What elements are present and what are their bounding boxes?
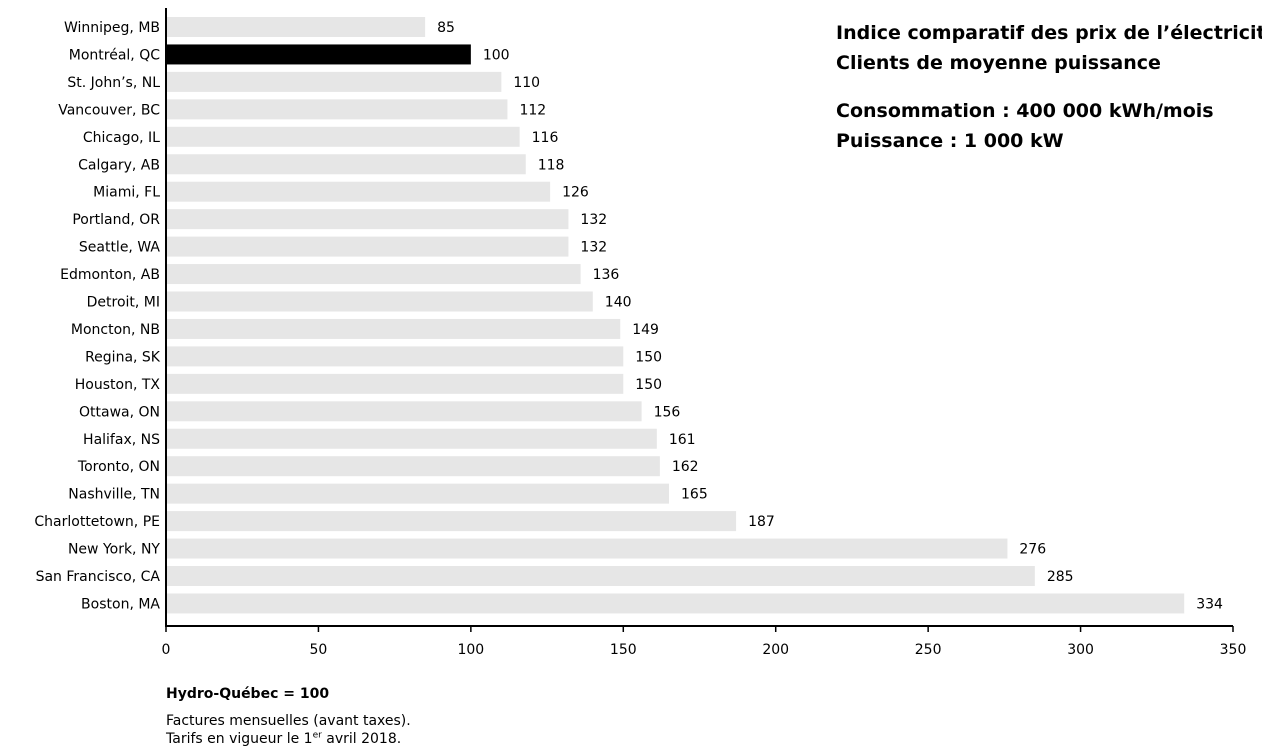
category-label-winnipeg-mb: Winnipeg, MB xyxy=(64,20,160,36)
category-label-ottawa-on: Ottawa, ON xyxy=(79,404,160,420)
rates-note-start: Tarifs en vigueur le 1 xyxy=(166,731,313,747)
category-label-portland-or: Portland, OR xyxy=(72,212,160,228)
value-label-boston-ma: 334 xyxy=(1196,596,1223,612)
category-label-boston-ma: Boston, MA xyxy=(81,596,160,612)
bar-charlottetown-pe xyxy=(166,511,737,532)
consumption-detail: Consommation : 400 000 kWh/mois xyxy=(836,100,1214,122)
bar-detroit-mi xyxy=(166,291,593,312)
value-label-montreal-qc: 100 xyxy=(483,47,510,63)
bar-st-john-s-nl xyxy=(166,71,502,92)
value-label-moncton-nb: 149 xyxy=(632,322,659,338)
value-label-calgary-ab: 118 xyxy=(538,157,565,173)
value-label-charlottetown-pe: 187 xyxy=(748,514,775,530)
value-label-st-john-s-nl: 110 xyxy=(513,75,540,91)
billing-note: Factures mensuelles (avant taxes). xyxy=(166,713,411,729)
bar-toronto-on xyxy=(166,456,660,477)
category-label-houston-tx: Houston, TX xyxy=(75,377,161,393)
bar-new-york-ny xyxy=(166,538,1008,559)
bar-edmonton-ab xyxy=(166,264,581,285)
rates-note-end: avril 2018. xyxy=(321,731,402,747)
value-label-edmonton-ab: 136 xyxy=(593,267,620,283)
value-label-houston-tx: 150 xyxy=(635,377,662,393)
value-label-toronto-on: 162 xyxy=(672,459,699,475)
chart-subtitle: Clients de moyenne puissance xyxy=(836,52,1161,74)
category-label-moncton-nb: Moncton, NB xyxy=(71,322,160,338)
bar-boston-ma xyxy=(166,593,1185,614)
rates-note: Tarifs en vigueur le 1er avril 2018. xyxy=(166,730,411,748)
bar-san-francisco-ca xyxy=(166,566,1035,586)
value-label-halifax-ns: 161 xyxy=(669,432,696,448)
bar-seattle-wa xyxy=(166,236,569,257)
value-label-new-york-ny: 276 xyxy=(1019,542,1046,558)
bars-group: Winnipeg, MB 85 Montréal, QC 100 St. John’s,… xyxy=(34,17,1223,614)
chart-notes: Hydro-Québec = 100 Factures mensuelles (… xyxy=(166,685,411,748)
x-tick-label-150: 150 xyxy=(610,642,637,658)
value-label-detroit-mi: 140 xyxy=(605,295,632,311)
value-label-ottawa-on: 156 xyxy=(654,404,681,420)
x-tick-label-100: 100 xyxy=(457,642,484,658)
chart-title: Indice comparatif des prix de l’électric… xyxy=(836,22,1262,44)
category-label-st-john-s-nl: St. John’s, NL xyxy=(67,75,160,91)
category-label-montreal-qc: Montréal, QC xyxy=(69,47,160,63)
category-label-chicago-il: Chicago, IL xyxy=(83,130,160,146)
x-tick-label-350: 350 xyxy=(1220,642,1247,658)
bar-moncton-nb xyxy=(166,318,621,339)
value-label-regina-sk: 150 xyxy=(635,349,662,365)
value-label-miami-fl: 126 xyxy=(562,185,589,201)
bar-winnipeg-mb xyxy=(166,17,426,37)
value-label-nashville-tn: 165 xyxy=(681,487,708,503)
bar-montreal-qc xyxy=(166,44,471,65)
category-label-halifax-ns: Halifax, NS xyxy=(83,432,160,448)
bar-portland-or xyxy=(166,209,569,230)
x-tick-label-300: 300 xyxy=(1067,642,1094,658)
bar-ottawa-on xyxy=(166,401,642,422)
value-label-vancouver-bc: 112 xyxy=(519,102,546,118)
category-label-edmonton-ab: Edmonton, AB xyxy=(60,267,160,283)
bar-regina-sk xyxy=(166,346,624,367)
category-label-charlottetown-pe: Charlottetown, PE xyxy=(34,514,160,530)
value-label-chicago-il: 116 xyxy=(532,130,559,146)
value-label-seattle-wa: 132 xyxy=(580,240,607,256)
power-detail: Puissance : 1 000 kW xyxy=(836,130,1064,152)
category-label-new-york-ny: New York, NY xyxy=(68,542,160,558)
value-label-portland-or: 132 xyxy=(580,212,607,228)
bar-nashville-tn xyxy=(166,483,670,504)
category-label-regina-sk: Regina, SK xyxy=(85,349,161,365)
bar-chicago-il xyxy=(166,126,520,147)
bar-houston-tx xyxy=(166,373,624,394)
category-label-san-francisco-ca: San Francisco, CA xyxy=(36,569,161,585)
category-label-seattle-wa: Seattle, WA xyxy=(79,240,161,256)
rates-note-sup: er xyxy=(312,730,322,741)
category-label-calgary-ab: Calgary, AB xyxy=(78,157,160,173)
bar-calgary-ab xyxy=(166,154,526,175)
value-label-san-francisco-ca: 285 xyxy=(1047,569,1074,585)
value-label-winnipeg-mb: 85 xyxy=(437,20,455,36)
reference-note: Hydro-Québec = 100 xyxy=(166,686,330,702)
x-tick-label-250: 250 xyxy=(915,642,942,658)
x-tick-label-200: 200 xyxy=(762,642,789,658)
bar-vancouver-bc xyxy=(166,99,508,120)
x-tick-label-0: 0 xyxy=(162,642,171,658)
bar-halifax-ns xyxy=(166,428,657,449)
category-label-miami-fl: Miami, FL xyxy=(93,185,160,201)
category-label-detroit-mi: Detroit, MI xyxy=(87,295,160,311)
category-label-vancouver-bc: Vancouver, BC xyxy=(58,102,160,118)
chart-title-block: Indice comparatif des prix de l’électric… xyxy=(836,18,1262,156)
x-tick-label-50: 50 xyxy=(310,642,328,658)
axes-group: 0 50 100 150 200 250 300 350 xyxy=(162,8,1247,658)
category-label-toronto-on: Toronto, ON xyxy=(77,459,160,475)
bar-chart: Winnipeg, MB 85 Montréal, QC 100 St. John’s,… xyxy=(34,8,1247,658)
bar-miami-fl xyxy=(166,181,551,202)
category-label-nashville-tn: Nashville, TN xyxy=(68,487,160,503)
